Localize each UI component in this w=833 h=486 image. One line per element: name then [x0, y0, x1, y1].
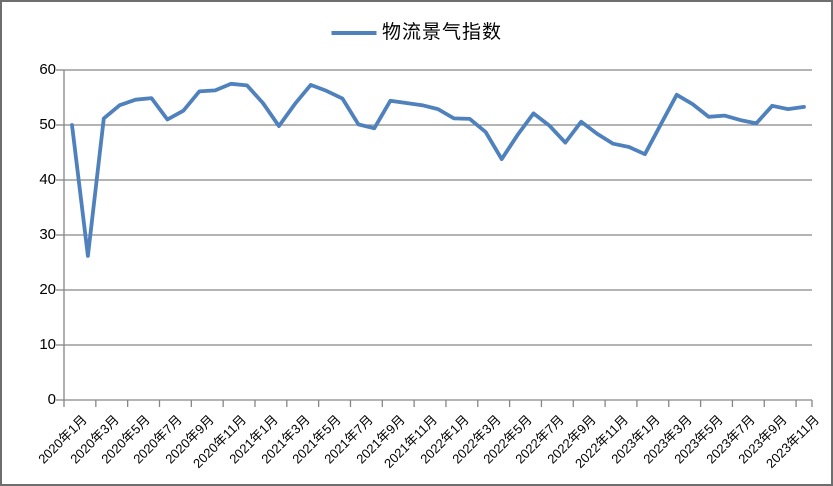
legend-line-swatch — [330, 30, 376, 35]
y-axis-label: 50 — [39, 116, 56, 133]
legend: 物流景气指数 — [330, 21, 503, 44]
legend-label: 物流景气指数 — [381, 22, 503, 43]
y-axis-label: 10 — [39, 336, 56, 353]
y-axis-label: 30 — [39, 226, 56, 243]
y-axis-label: 60 — [39, 61, 56, 78]
series-line — [70, 81, 806, 258]
y-axis-label: 40 — [39, 171, 56, 188]
y-axis-label: 20 — [39, 281, 56, 298]
y-axis-label: 0 — [47, 391, 56, 408]
